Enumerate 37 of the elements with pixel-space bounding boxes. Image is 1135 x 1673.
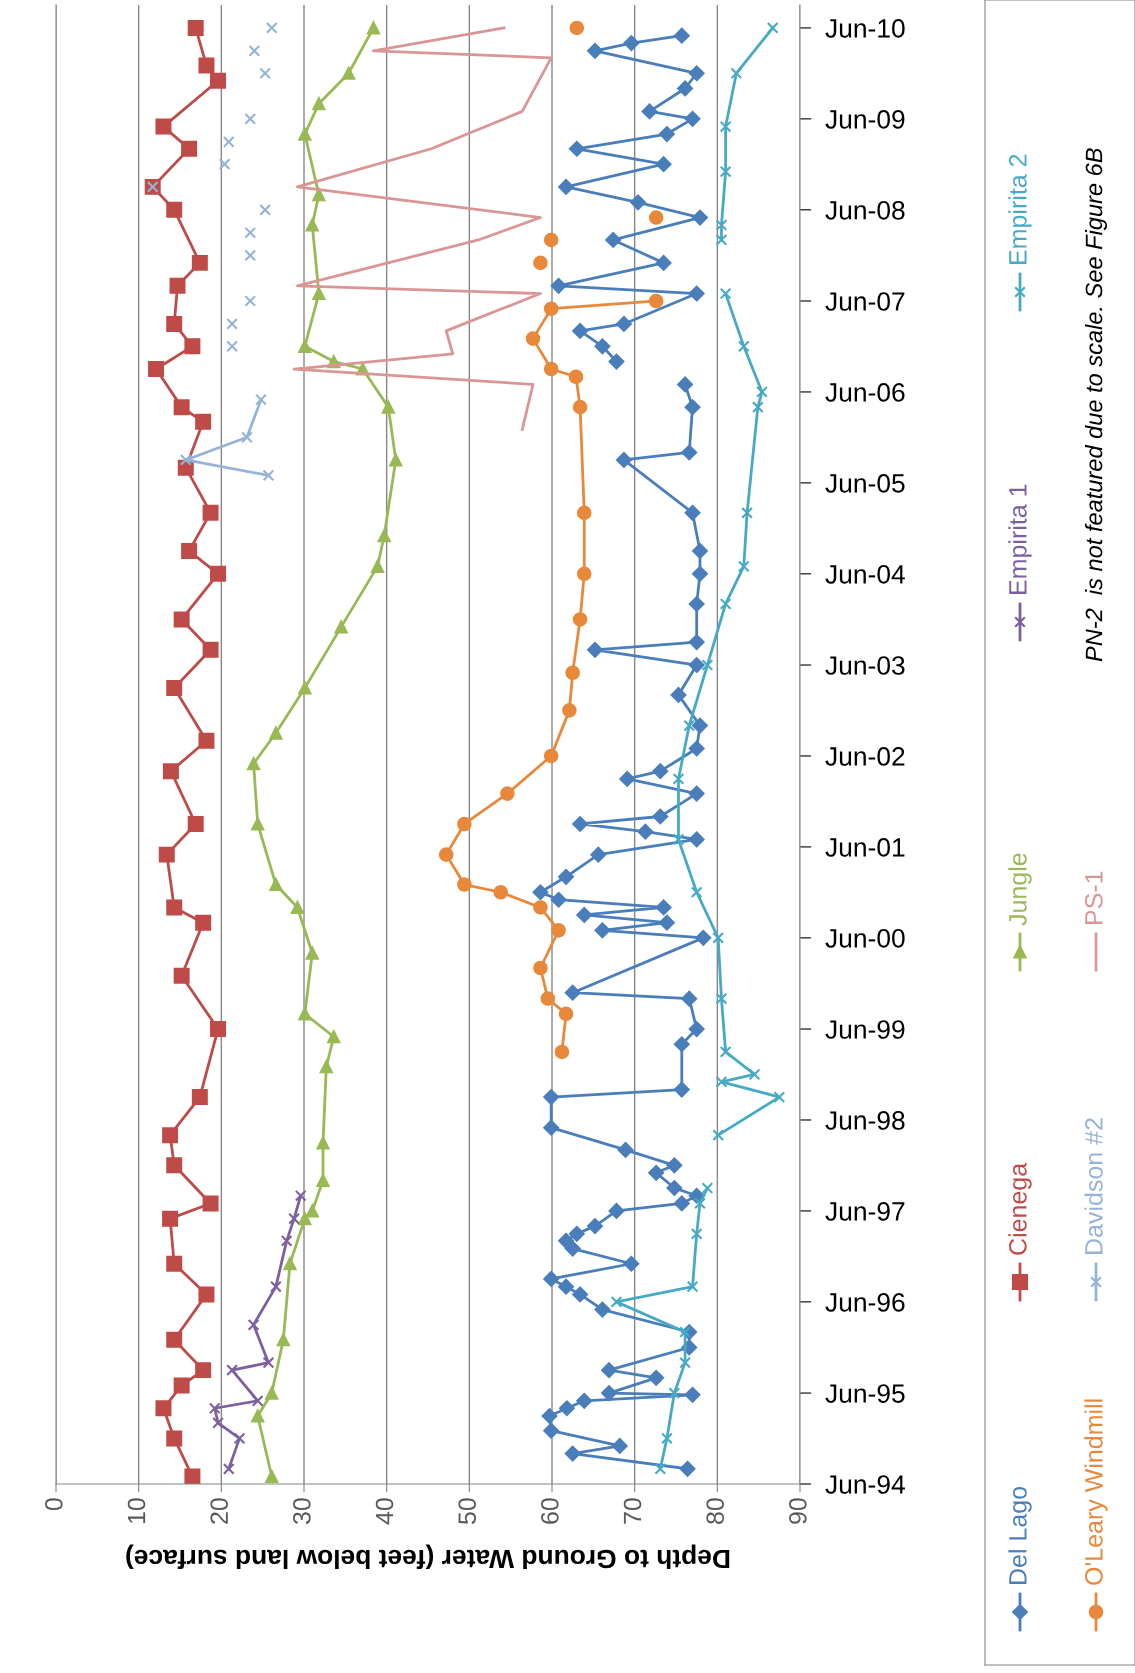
- y-tick-label: Jun-99: [825, 1020, 905, 1039]
- text: Cienega: [1008, 1162, 1032, 1255]
- text: O'Leary Windmill: [1084, 1399, 1108, 1585]
- y-tick-label: Jun-04: [825, 564, 905, 584]
- y-tick-label: Jun-01: [825, 838, 905, 857]
- x-tick-label: 10: [127, 1498, 146, 1524]
- y-tick-label: Jun-09: [825, 110, 905, 129]
- text: PS-1: [1085, 871, 1103, 924]
- x-tick-label: 0: [45, 1498, 63, 1511]
- y-tick-label: Jun-07: [825, 292, 905, 311]
- text: Empirita 2: [1008, 154, 1032, 264]
- y-tick-label: Jun-97: [825, 1202, 905, 1221]
- x-tick-label: 40: [375, 1498, 394, 1525]
- y-tick-label: Jun-94: [825, 1475, 905, 1494]
- y-tick-label: Jun-06: [825, 383, 905, 402]
- text: Empirita 1: [1008, 484, 1032, 594]
- x-tick-label: 70: [623, 1498, 642, 1524]
- y-tick-label: Jun-10: [825, 19, 905, 38]
- x-tick-label: 30: [293, 1498, 311, 1525]
- x-tick-label: 90: [789, 1498, 807, 1524]
- x-tick-label: 20: [210, 1498, 229, 1524]
- text: Jungle: [1008, 853, 1032, 926]
- y-tick-label: Jun-03: [825, 656, 905, 675]
- x-tick-label: 60: [541, 1498, 559, 1524]
- y-tick-label: Jun-95: [825, 1384, 905, 1403]
- text: Del Lago: [1008, 1486, 1032, 1584]
- x-axis-title: Depth to Ground Water (feet below land surface): [126, 1544, 730, 1570]
- x-tick-label: 50: [458, 1498, 477, 1524]
- text: Davidson #2: [1084, 1118, 1103, 1254]
- y-tick-label: Jun-08: [825, 200, 905, 220]
- text: PN-2 is not featured due to scale. See Figure 6B: [1084, 148, 1108, 662]
- y-tick-label: Jun-98: [825, 1111, 905, 1130]
- y-tick-label: Jun-02: [825, 747, 905, 766]
- x-tick-label: 80: [706, 1498, 725, 1524]
- y-tick-label: Jun-05: [825, 474, 905, 493]
- y-tick-label: Jun-96: [825, 1293, 905, 1312]
- y-tick-label: Jun-00: [825, 928, 905, 948]
